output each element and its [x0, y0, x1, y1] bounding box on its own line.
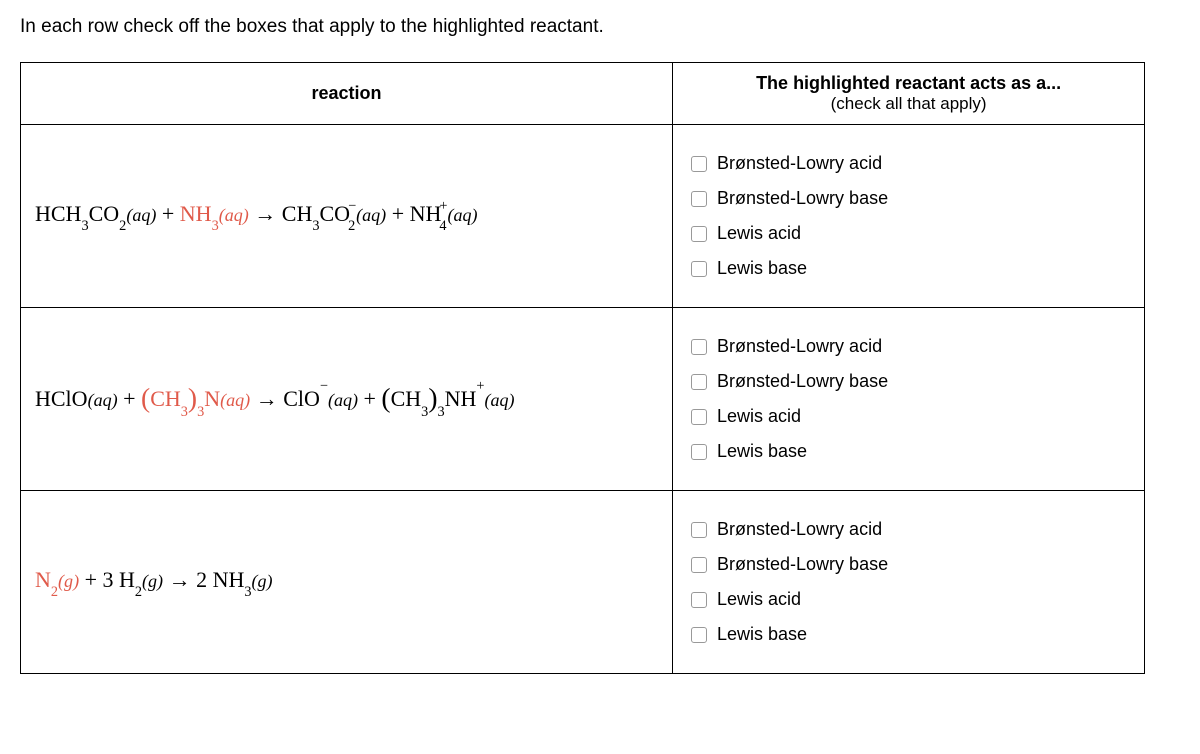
option-label: Lewis acid	[717, 589, 801, 610]
reaction-3: N2(g) + 3 H2(g) → 2 NH3(g)	[21, 491, 673, 674]
checkbox-bl-base-3[interactable]	[691, 557, 707, 573]
option-row: Lewis acid	[691, 589, 1126, 610]
option-row: Lewis base	[691, 441, 1126, 462]
table-row: HCH3CO2(aq) + NH3(aq) → CH3CO−2(aq) + NH…	[21, 125, 1145, 308]
option-row: Lewis base	[691, 624, 1126, 645]
checkbox-bl-acid-1[interactable]	[691, 156, 707, 172]
option-label: Brønsted-Lowry acid	[717, 519, 882, 540]
checkbox-lewis-base-1[interactable]	[691, 261, 707, 277]
option-label: Lewis acid	[717, 406, 801, 427]
reaction-1: HCH3CO2(aq) + NH3(aq) → CH3CO−2(aq) + NH…	[21, 125, 673, 308]
option-row: Lewis acid	[691, 406, 1126, 427]
header-acts-line1: The highlighted reactant acts as a...	[681, 73, 1136, 94]
checkbox-bl-acid-3[interactable]	[691, 522, 707, 538]
options-cell-1: Brønsted-Lowry acid Brønsted-Lowry base …	[673, 125, 1145, 308]
checkbox-bl-base-1[interactable]	[691, 191, 707, 207]
option-row: Brønsted-Lowry base	[691, 188, 1126, 209]
table-row: N2(g) + 3 H2(g) → 2 NH3(g) Brønsted-Lowr…	[21, 491, 1145, 674]
option-label: Lewis base	[717, 441, 807, 462]
option-row: Brønsted-Lowry acid	[691, 153, 1126, 174]
options-cell-2: Brønsted-Lowry acid Brønsted-Lowry base …	[673, 308, 1145, 491]
checkbox-lewis-acid-1[interactable]	[691, 226, 707, 242]
header-acts: The highlighted reactant acts as a... (c…	[673, 63, 1145, 125]
option-label: Brønsted-Lowry base	[717, 554, 888, 575]
instruction-text: In each row check off the boxes that app…	[20, 16, 1180, 38]
checkbox-bl-acid-2[interactable]	[691, 339, 707, 355]
option-row: Lewis base	[691, 258, 1126, 279]
checkbox-lewis-acid-2[interactable]	[691, 409, 707, 425]
option-label: Brønsted-Lowry base	[717, 188, 888, 209]
table-row: HClO(aq) + (CH3)3N(aq) → ClO−(aq) + (CH3…	[21, 308, 1145, 491]
option-row: Brønsted-Lowry base	[691, 554, 1126, 575]
options-cell-3: Brønsted-Lowry acid Brønsted-Lowry base …	[673, 491, 1145, 674]
option-label: Brønsted-Lowry acid	[717, 153, 882, 174]
option-label: Brønsted-Lowry base	[717, 371, 888, 392]
option-row: Brønsted-Lowry acid	[691, 336, 1126, 357]
checkbox-bl-base-2[interactable]	[691, 374, 707, 390]
option-label: Brønsted-Lowry acid	[717, 336, 882, 357]
header-acts-line2: (check all that apply)	[681, 94, 1136, 114]
checkbox-lewis-base-2[interactable]	[691, 444, 707, 460]
option-label: Lewis base	[717, 258, 807, 279]
reaction-table: reaction The highlighted reactant acts a…	[20, 62, 1145, 674]
option-row: Brønsted-Lowry base	[691, 371, 1126, 392]
reaction-2: HClO(aq) + (CH3)3N(aq) → ClO−(aq) + (CH3…	[21, 308, 673, 491]
checkbox-lewis-acid-3[interactable]	[691, 592, 707, 608]
header-reaction: reaction	[21, 63, 673, 125]
option-row: Lewis acid	[691, 223, 1126, 244]
checkbox-lewis-base-3[interactable]	[691, 627, 707, 643]
option-label: Lewis acid	[717, 223, 801, 244]
option-label: Lewis base	[717, 624, 807, 645]
option-row: Brønsted-Lowry acid	[691, 519, 1126, 540]
